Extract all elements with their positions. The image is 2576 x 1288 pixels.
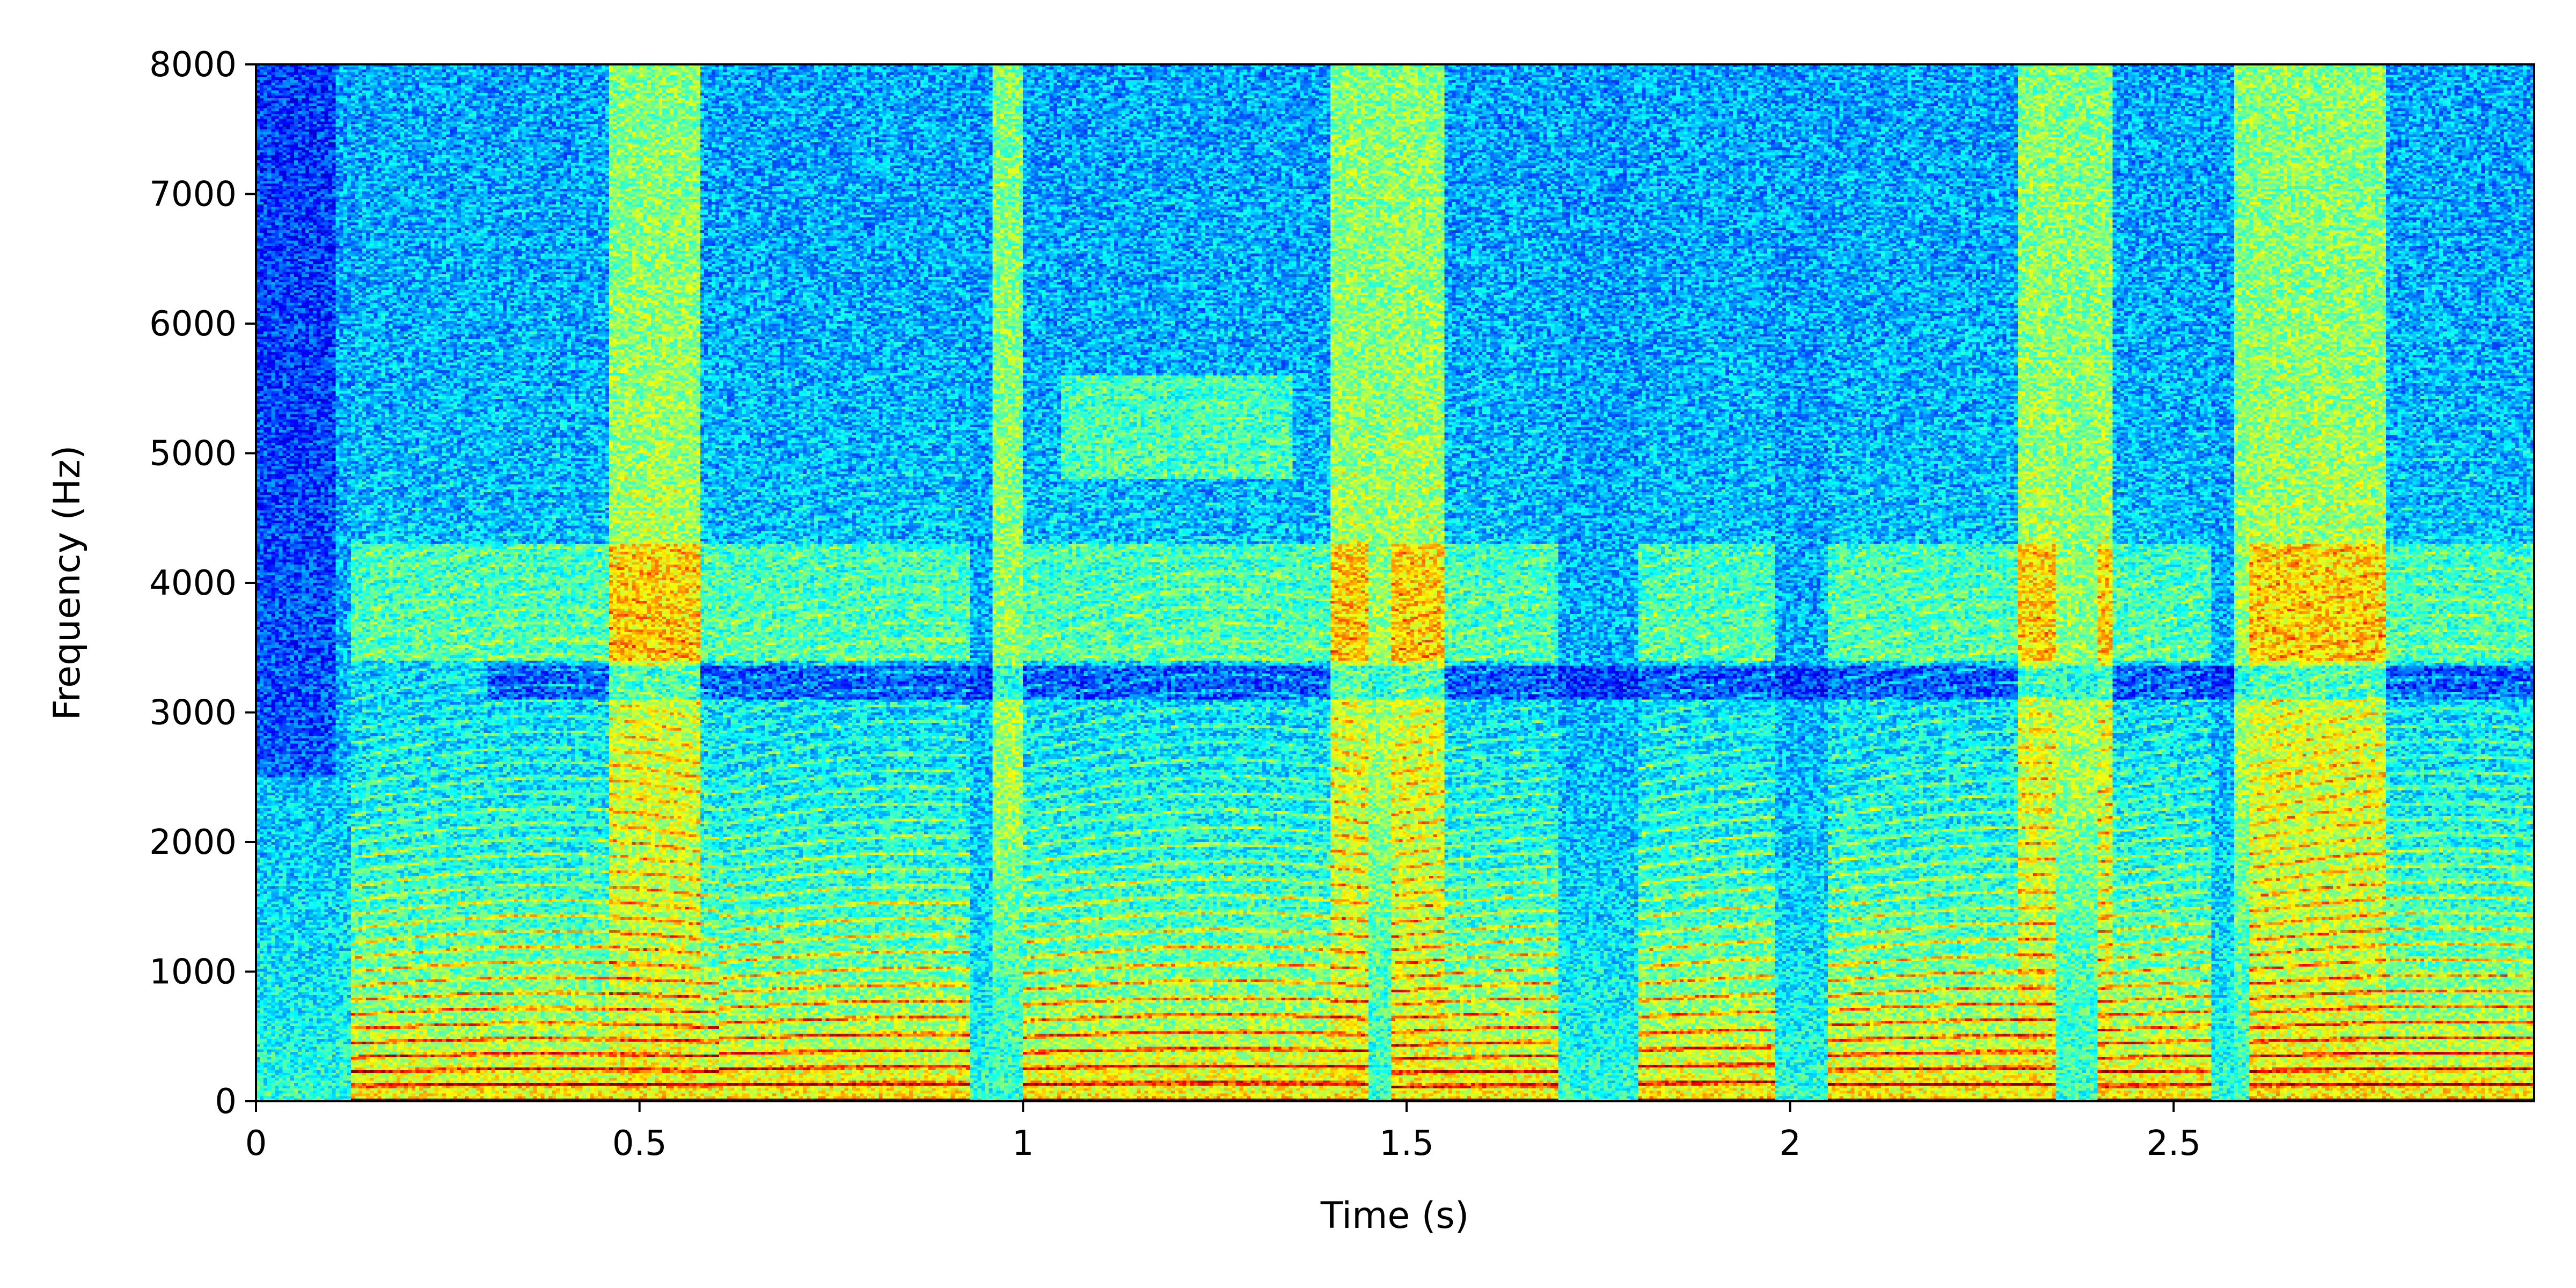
x-tick-label: 2 — [1779, 1124, 1801, 1163]
x-tick-label: 0 — [245, 1124, 267, 1163]
y-axis-label: Frequency (Hz) — [46, 445, 89, 721]
y-tick-label: 0 — [215, 1082, 237, 1122]
x-axis-label: Time (s) — [1320, 1195, 1469, 1237]
y-tick-label: 6000 — [149, 304, 237, 344]
y-tick-label: 7000 — [149, 175, 237, 215]
y-tick-label: 8000 — [149, 45, 237, 85]
spectrogram-heatmap — [256, 64, 2534, 1101]
y-axis-ticks: 0 1000 2000 3000 4000 5000 6000 7000 8000 — [149, 45, 256, 1122]
y-tick-label: 2000 — [149, 823, 237, 862]
y-tick-label: 3000 — [149, 693, 237, 733]
x-axis-ticks: 0 0.5 1 1.5 2 2.5 — [245, 1101, 2201, 1163]
x-tick-label: 2.5 — [2146, 1124, 2201, 1163]
x-tick-label: 1.5 — [1379, 1124, 1434, 1163]
x-tick-label: 0.5 — [612, 1124, 667, 1163]
y-tick-label: 4000 — [149, 564, 237, 603]
x-tick-label: 1 — [1012, 1124, 1034, 1163]
plot-frame — [255, 63, 2535, 1102]
y-tick-label: 1000 — [149, 953, 237, 992]
y-tick-label: 5000 — [149, 434, 237, 474]
